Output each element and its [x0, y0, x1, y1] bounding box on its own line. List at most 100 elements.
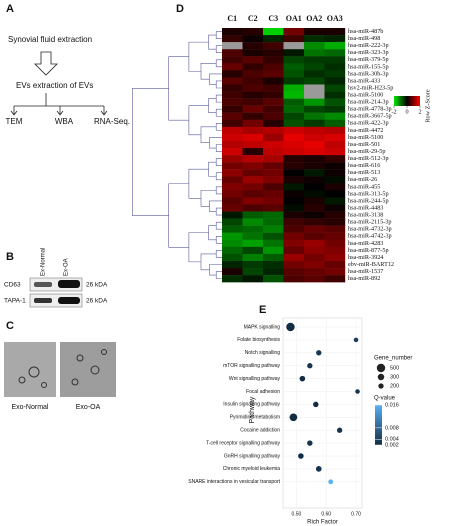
heatmap-cell: [222, 119, 243, 128]
heatmap-cell: [222, 246, 243, 255]
heatmap-cell: [222, 133, 243, 142]
heatmap-cell: [304, 155, 325, 163]
heatmap-cell: [242, 260, 264, 269]
heatmap-cell: [324, 169, 346, 177]
dendrogram-branch: [215, 45, 222, 54]
heatmap-cell: [263, 162, 284, 170]
heatmap-cell: [263, 155, 284, 163]
heatmap-cell: [283, 268, 305, 276]
heatmap-cell: [304, 28, 325, 36]
heatmap-cell: [242, 204, 264, 212]
legend-point: [376, 363, 386, 373]
heatmap-cell: [222, 232, 243, 240]
heatmap-cell: [263, 98, 284, 106]
heatmap-cell: [263, 70, 284, 78]
row-label: hsa-miR-3924: [348, 254, 383, 261]
heatmap-cell: [242, 197, 264, 205]
heatmap-cell: [304, 148, 325, 156]
heatmap-cell: [283, 197, 305, 205]
dendrogram-branch: [215, 158, 222, 166]
row-label: hsv2-miR-H23-5p: [348, 84, 393, 91]
heatmap-cell: [222, 253, 243, 262]
heatmap-cell: [324, 239, 346, 248]
dendrogram-branch: [209, 200, 222, 212]
heatmap-cell: [324, 183, 346, 191]
heatmap-cell: [283, 232, 305, 240]
size-label: 26 kDA: [86, 298, 108, 305]
dendrogram-branch: [132, 88, 169, 216]
panel-letter: B: [6, 251, 14, 263]
row-label: hsa-miR-323-3p: [348, 49, 389, 56]
dendrogram-branch: [188, 168, 209, 199]
dendrogram-branch: [208, 98, 217, 114]
legend-label: 300: [390, 374, 399, 380]
heatmap-cell: [304, 35, 325, 43]
heatmap-cell: [283, 105, 305, 113]
heatmap-cell: [263, 169, 284, 177]
heatmap-cell: [222, 126, 243, 135]
heatmap-cell: [283, 260, 305, 269]
output-text: WBA: [55, 117, 74, 126]
heatmap-cell: [283, 190, 305, 198]
heatmap-cell: [304, 49, 325, 57]
heatmap-cell: [263, 204, 284, 212]
colorbar: [375, 405, 382, 445]
heatmap-cell: [324, 268, 346, 276]
dendrogram-branch: [215, 59, 222, 68]
heatmap-cell: [283, 148, 305, 156]
row-label: hsa-miR-4483: [348, 204, 383, 211]
heatmap-cell: [222, 218, 243, 226]
legend-point: [377, 373, 385, 381]
heatmap-cell: [283, 49, 305, 57]
dendrogram-branch: [215, 271, 222, 279]
heatmap-cell: [263, 275, 284, 283]
point: [286, 322, 295, 332]
row-label: hsa-miR-512-3p: [348, 155, 389, 162]
row-label: hsa-miR-487b: [348, 28, 383, 35]
heatmap-cell: [324, 77, 346, 85]
heatmap-cell: [242, 98, 264, 106]
lane-label: Ex-Normal: [41, 248, 47, 276]
heatmap-cell: [324, 155, 346, 163]
row-label: hsa-miR-30b-3p: [348, 70, 389, 77]
heatmap-cell: [304, 232, 325, 240]
heatmap-cell: [304, 268, 325, 276]
y-tick-label: Cocaine addiction: [240, 428, 280, 434]
heatmap-cell: [324, 211, 346, 219]
heatmap-cell: [242, 133, 264, 142]
heatmap-cell: [222, 260, 243, 269]
row-label: hsa-miR-5100: [348, 134, 383, 141]
column-label: C1: [227, 14, 237, 23]
heatmap-cell: [324, 112, 346, 120]
heatmap-cell: [242, 42, 264, 50]
row-label: hsa-miR-422-3p: [348, 120, 389, 127]
heatmap-cell: [283, 140, 305, 149]
heatmap-cell: [242, 275, 264, 283]
y-tick-label: Folate biosynthesis: [237, 337, 280, 343]
colorbar-tick-label: 0.016: [385, 402, 399, 408]
heatmap-cell: [324, 56, 346, 64]
heatmap-cell: [242, 239, 264, 248]
dendrogram-branch: [209, 264, 222, 276]
heatmap-cell: [242, 35, 264, 43]
heatmap-cell: [304, 183, 325, 191]
heatmap-cell: [324, 126, 346, 135]
row-label: hsa-miR-379-5p: [348, 56, 389, 63]
heatmap-cell: [222, 91, 243, 99]
heatmap-cell: [283, 204, 305, 212]
dendrogram-branch: [215, 31, 222, 39]
point: [307, 440, 313, 446]
heatmap-cell: [283, 239, 305, 248]
heatmap-cell: [324, 176, 346, 184]
heatmap-cell: [283, 275, 305, 283]
y-tick-label: GnRH signalling pathway: [224, 453, 281, 459]
heatmap-cell: [304, 98, 325, 106]
colorbar-title: Row Z-Score: [424, 89, 431, 122]
dendrogram: [132, 31, 222, 279]
point: [307, 363, 313, 369]
heatmap-cell: [263, 232, 284, 240]
point: [353, 337, 359, 343]
legend-point: [378, 383, 384, 389]
heatmap-cell: [222, 275, 243, 283]
row-label: hsa-miR-214-3p: [348, 99, 389, 106]
